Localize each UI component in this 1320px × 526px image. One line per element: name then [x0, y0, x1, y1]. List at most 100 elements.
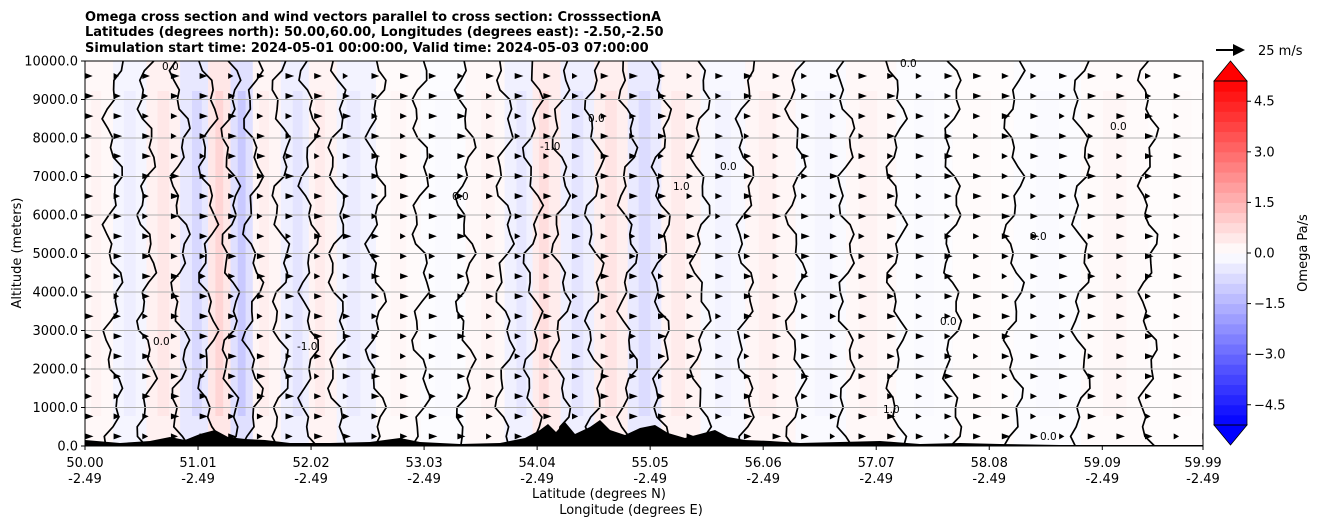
- wind-vector: [772, 433, 782, 440]
- y-tick-label: 9000.0: [33, 93, 79, 108]
- wind-vector: [915, 413, 922, 420]
- colorbar-level: [1214, 253, 1247, 264]
- wind-vector: [142, 93, 149, 99]
- wind-vector: [1030, 193, 1036, 200]
- wind-vector: [1030, 113, 1039, 120]
- wind-vector: [572, 113, 581, 120]
- wind-vector: [801, 393, 808, 400]
- wind-vector: [858, 173, 867, 180]
- wind-vector: [944, 233, 952, 240]
- wind-vector: [342, 293, 349, 300]
- wind-vector: [1059, 113, 1065, 120]
- wind-vector: [801, 273, 809, 280]
- wind-vector: [1059, 413, 1067, 420]
- wind-vector: [858, 373, 866, 380]
- contour-label: 0.0: [1030, 231, 1047, 243]
- wind-vector: [658, 373, 664, 380]
- wind-vector: [371, 273, 380, 280]
- contour-label: 0.0: [720, 161, 737, 173]
- wind-vector: [887, 373, 893, 380]
- wind-vector: [715, 373, 724, 380]
- wind-vector: [1173, 433, 1180, 440]
- wind-vector: [371, 333, 378, 340]
- wind-vector: [199, 253, 206, 260]
- contour-label: 0.0: [1040, 431, 1057, 443]
- wind-vector: [428, 293, 437, 300]
- wind-vector: [113, 153, 122, 160]
- wind-vector: [1030, 73, 1037, 79]
- wind-vector: [113, 133, 123, 140]
- y-tick-label: 2000.0: [33, 363, 79, 378]
- wind-vector: [658, 273, 664, 280]
- wind-vector: [658, 213, 667, 220]
- wind-vector: [629, 353, 635, 360]
- wind-vector: [457, 113, 466, 120]
- wind-vector: [314, 353, 322, 360]
- wind-vector: [170, 273, 180, 280]
- wind-vector: [944, 433, 950, 440]
- wind-vector: [658, 333, 667, 340]
- wind-vector: [113, 213, 122, 220]
- wind-vector: [686, 333, 695, 340]
- y-tick-label: 0.0: [57, 440, 78, 455]
- wind-vector: [85, 393, 93, 400]
- wind-vector: [228, 313, 236, 320]
- wind-vector: [600, 153, 610, 160]
- wind-vector: [170, 193, 180, 200]
- wind-vector: [973, 273, 981, 280]
- wind-vector: [142, 133, 151, 140]
- wind-vector: [973, 393, 982, 400]
- wind-vector: [829, 193, 838, 200]
- wind-vector: [600, 333, 607, 340]
- wind-vector: [514, 433, 523, 440]
- wind-vector: [371, 153, 381, 160]
- wind-vector: [400, 173, 409, 180]
- wind-vector: [772, 93, 781, 99]
- gridlines: [85, 60, 1203, 447]
- wind-vector: [285, 73, 295, 79]
- wind-vector: [1087, 373, 1095, 380]
- wind-vector: [858, 433, 867, 440]
- wind-vector: [629, 153, 637, 160]
- wind-vector: [428, 193, 437, 200]
- wind-vector: [829, 293, 838, 300]
- colorbar-tick-label: 1.5: [1254, 196, 1275, 211]
- x-tick-label-lon: -2.49: [1186, 472, 1220, 487]
- wind-vector: [371, 433, 378, 440]
- wind-vector: [915, 153, 924, 160]
- wind-vector: [457, 293, 463, 300]
- wind-vector: [486, 93, 493, 99]
- wind-vector: [486, 353, 495, 360]
- colorbar-level: [1214, 323, 1247, 335]
- wind-vector: [1059, 273, 1068, 280]
- wind-vector: [1059, 433, 1065, 440]
- colorbar-level: [1214, 303, 1247, 315]
- wind-vector: [658, 313, 667, 320]
- wind-vector: [400, 193, 409, 200]
- wind-vector: [1116, 393, 1123, 400]
- wind-vector: [314, 313, 323, 320]
- wind-vector: [228, 153, 236, 160]
- colorbar: −4.5 −3.0 −1.5 0.0 1.5 3.0 4.5: [1213, 60, 1286, 446]
- x-tick-label-lat: 55.05: [632, 456, 669, 471]
- wind-vector: [829, 353, 838, 360]
- wind-vector: [858, 253, 865, 260]
- wind-vector: [715, 273, 724, 280]
- wind-vector: [342, 373, 351, 380]
- wind-vector: [543, 213, 552, 220]
- wind-vector: [428, 333, 438, 340]
- wind-vector: [944, 213, 950, 220]
- wind-vector: [629, 293, 638, 300]
- wind-vector: [743, 113, 751, 120]
- wind-vector: [514, 153, 522, 160]
- x-tick-label-lon: -2.49: [1085, 472, 1119, 487]
- wind-vector: [658, 233, 667, 240]
- wind-vector: [715, 413, 723, 420]
- wind-vector: [371, 413, 379, 420]
- wind-vector: [658, 193, 667, 200]
- wind-vector: [973, 153, 981, 160]
- wind-vector: [314, 393, 322, 400]
- y-tick-label: 4000.0: [33, 286, 79, 301]
- wind-vector: [142, 433, 149, 440]
